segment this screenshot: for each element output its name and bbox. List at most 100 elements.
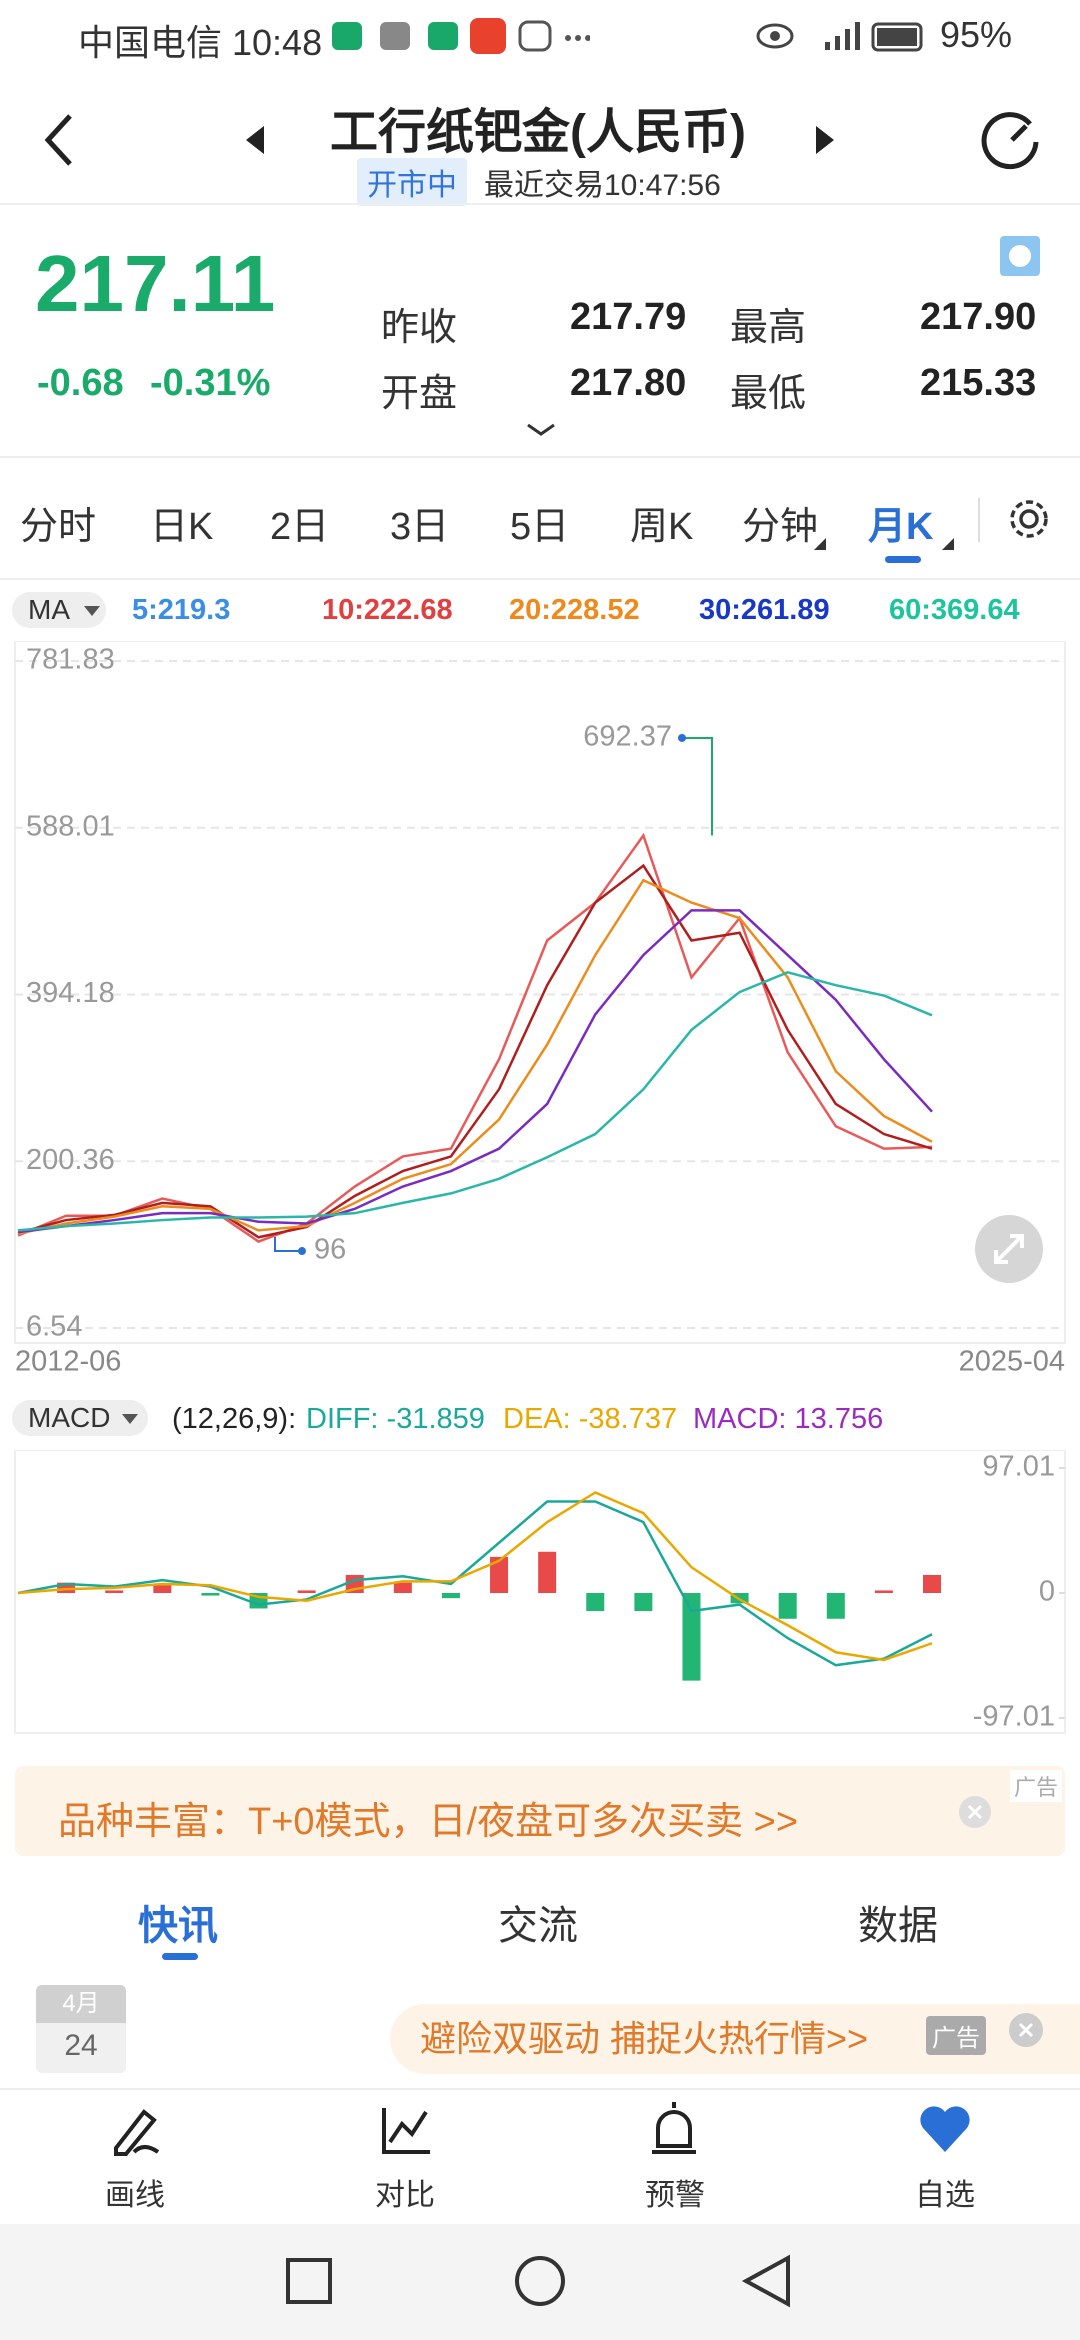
- system-nav-buttons[interactable]: [280, 2254, 800, 2310]
- macd-bar: [874, 1590, 893, 1593]
- stat-value: 217.90: [920, 296, 1037, 338]
- system-nav: [0, 2224, 1080, 2340]
- ad-tag: 广告: [1010, 1770, 1063, 1802]
- period-tab-active[interactable]: 月K: [868, 506, 934, 548]
- news-tab-active[interactable]: 快讯: [138, 1904, 218, 1948]
- high-label: 692.37: [583, 721, 672, 753]
- nav-icon[interactable]: [648, 2100, 700, 2156]
- period-tab[interactable]: 周K: [630, 506, 694, 548]
- indicator-label: DEA: -38.737: [503, 1403, 678, 1435]
- date-day: 24: [64, 2029, 98, 2062]
- macd-bar: [923, 1574, 941, 1593]
- price-change-pct: -0.31%: [150, 362, 271, 404]
- high-marker: [678, 733, 686, 742]
- stat-value: 215.33: [920, 362, 1037, 404]
- macd-bar: [682, 1593, 701, 1681]
- series-line: [17, 1500, 933, 1667]
- y-tick-label: 588.01: [26, 810, 115, 842]
- indicator-label: 10:222.68: [322, 594, 453, 626]
- series-line: [17, 878, 933, 1236]
- news-ad-text[interactable]: 避险双驱动 捕捉火热行情>>: [420, 2018, 869, 2059]
- market-status: 开市中: [357, 158, 467, 206]
- period-tab[interactable]: 5日: [510, 506, 570, 548]
- high-leader: [682, 736, 713, 836]
- dropdown-marks: [814, 538, 954, 550]
- stat-label: 开盘: [381, 373, 458, 415]
- period-tab[interactable]: 日K: [150, 506, 214, 548]
- low-marker: [298, 1247, 306, 1256]
- ad-banner[interactable]: [15, 1766, 1065, 1856]
- macd-bar: [826, 1593, 845, 1619]
- indicator-label: MACD: 13.756: [693, 1403, 884, 1435]
- macd-bar: [297, 1590, 316, 1593]
- macd-bar: [393, 1582, 412, 1593]
- bottom-nav: [0, 2088, 1080, 2226]
- ad-close[interactable]: [958, 1795, 992, 1829]
- fullscreen-icon[interactable]: [994, 1234, 1024, 1264]
- news-tab[interactable]: 交流: [498, 1904, 578, 1948]
- macd-bar: [153, 1585, 172, 1593]
- macd-bar: [538, 1551, 557, 1593]
- divider: [0, 456, 1080, 458]
- nav-icon[interactable]: [380, 2104, 432, 2156]
- selector-caret: [84, 606, 100, 616]
- series-line: [17, 832, 933, 1243]
- header-title: 工行纸钯金(人民币): [330, 106, 746, 159]
- news-tab[interactable]: 数据: [858, 1904, 938, 1948]
- period-tab[interactable]: 3日: [390, 506, 450, 548]
- pie-icon[interactable]: [1000, 236, 1040, 276]
- prev-button[interactable]: [244, 124, 268, 156]
- chart-frame: [14, 1450, 1066, 1734]
- refresh-button[interactable]: [980, 108, 1044, 172]
- back-button[interactable]: [40, 110, 80, 170]
- settings-button[interactable]: [1006, 496, 1052, 542]
- date-month: 4月: [36, 1985, 126, 2023]
- indicator-label: DIFF: -31.859: [306, 1403, 485, 1435]
- chart-frame: [14, 641, 1066, 1344]
- macd-bar: [441, 1593, 460, 1599]
- last-trade: 最近交易10:47:56: [484, 169, 721, 202]
- stat-label: 昨收: [381, 307, 458, 349]
- expand-arrow[interactable]: [526, 422, 556, 438]
- news-ad-tag: 广告: [926, 2016, 986, 2055]
- macd-bar: [105, 1590, 124, 1593]
- stat-value: 217.80: [570, 362, 687, 404]
- macd-bar: [778, 1593, 797, 1619]
- indicator-selector[interactable]: MACD: [12, 1400, 149, 1436]
- series-line: [17, 970, 933, 1232]
- indicator-label: 20:228.52: [509, 594, 640, 626]
- y-tick-label: -97.01: [973, 1701, 1055, 1733]
- period-tab[interactable]: 分钟: [742, 506, 819, 548]
- nav-label[interactable]: 对比: [375, 2179, 435, 2212]
- carrier-time: 中国电信 10:48: [78, 22, 323, 63]
- y-tick-label: 394.18: [26, 977, 115, 1009]
- tab-indicator: [885, 556, 921, 563]
- y-tick-label: 781.83: [26, 644, 115, 676]
- low-leader: [274, 1237, 302, 1253]
- nav-icon[interactable]: [918, 2104, 972, 2154]
- news-ad-close[interactable]: [1008, 2012, 1044, 2048]
- nav-label[interactable]: 画线: [105, 2179, 165, 2212]
- period-tab[interactable]: 2日: [270, 506, 330, 548]
- nav-icon[interactable]: [110, 2104, 162, 2156]
- macd-bar: [634, 1593, 653, 1612]
- series-line: [17, 1491, 933, 1662]
- indicator-label: 30:261.89: [699, 594, 830, 626]
- macd-bar: [201, 1593, 220, 1596]
- ad-text[interactable]: 品种丰富：T+0模式，日/夜盘可多次买卖 >>: [58, 1801, 799, 1843]
- nav-label[interactable]: 预警: [645, 2179, 705, 2212]
- x-tick-label: 2025-04: [959, 1346, 1065, 1378]
- status-icons: [332, 18, 590, 54]
- stat-label: 最高: [730, 307, 807, 349]
- date-badge: 4月 24: [36, 1985, 126, 2073]
- battery: 95%: [940, 14, 1013, 55]
- tab-indicator: [162, 1953, 198, 1960]
- nav-label[interactable]: 自选: [915, 2179, 975, 2212]
- period-tab[interactable]: 分时: [20, 506, 97, 548]
- next-button[interactable]: [812, 124, 836, 156]
- separator: [978, 498, 980, 542]
- macd-bar: [586, 1593, 605, 1612]
- y-tick-label: 0: [1039, 1576, 1055, 1608]
